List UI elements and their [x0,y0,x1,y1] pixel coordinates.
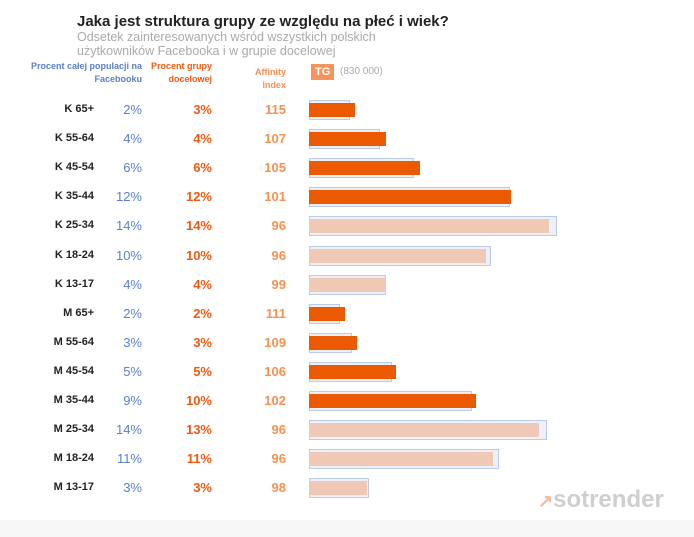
population-value: 6% [123,160,142,176]
category-label: K 18-24 [54,248,94,261]
footer-strip [0,520,694,537]
population-value: 11% [116,451,142,467]
target-value: 5% [193,363,212,379]
affinity-value: 96 [271,247,286,263]
target-value: 6% [193,160,212,176]
chart-row: M 65+ 2% 2% 111 [0,303,694,324]
chart-row: K 18-24 10% 10% 96 [0,245,694,266]
target-value: 14% [185,218,212,234]
affinity-value: 106 [264,363,286,379]
affinity-value: 98 [271,480,286,496]
affinity-value: 96 [271,451,286,467]
target-value: 4% [193,131,212,147]
target-bar [309,335,357,350]
target-bar [309,277,386,292]
affinity-value: 109 [264,334,286,350]
population-value: 4% [123,276,142,292]
target-bar [309,364,396,379]
category-label: K 65+ [64,103,94,115]
population-value: 5% [123,363,142,379]
target-value: 3% [193,102,212,117]
population-value: 10% [115,247,142,263]
chart-row: M 55-64 3% 3% 109 [0,332,694,353]
target-value: 4% [193,276,212,292]
logo-arrow-icon: ↗ [538,491,554,511]
target-value: 13% [185,422,212,438]
target-value: 10% [185,247,212,263]
chart-row: M 18-24 11% 11% 96 [0,449,694,470]
category-label: M 18-24 [53,452,94,465]
target-value: 2% [193,305,212,321]
chart-row: K 45-54 6% 6% 105 [0,158,694,179]
affinity-value: 111 [265,305,286,321]
population-value: 3% [123,480,142,496]
category-label: M 55-64 [53,335,94,348]
category-label: M 13-17 [53,481,94,494]
target-value: 3% [193,334,212,350]
target-value: 12% [185,189,212,205]
chart-subtitle: Odsetek zainteresowanych wśród wszystkic… [77,30,376,58]
affinity-value: 101 [264,189,286,205]
population-value: 3% [123,334,142,350]
category-label: M 45-54 [53,364,94,377]
chart-title: Jaka jest struktura grupy ze względu na … [77,13,449,30]
header-target: Procent grupy docelowej [150,61,212,84]
population-value: 2% [123,305,142,321]
chart-row: K 65+ 2% 3% 115 [0,100,694,120]
target-bar [309,423,539,438]
category-label: M 35-44 [53,394,94,406]
affinity-value: 99 [271,276,286,292]
chart-row: K 25-34 14% 14% 96 [0,216,694,237]
target-bar [309,161,420,176]
target-bar [309,132,386,147]
affinity-value: 105 [264,160,286,176]
header-population: Procent całej populacji na Facebooku [30,61,142,84]
population-value: 14% [115,218,142,234]
category-label: K 55-64 [54,132,94,145]
chart-row: M 13-17 3% 3% 98 [0,478,694,499]
population-value: 9% [123,393,142,408]
tg-size: (830 000) [340,66,383,77]
chart-row: M 45-54 5% 5% 106 [0,361,694,382]
category-label: M 25-34 [53,423,94,436]
target-value: 10% [185,393,212,408]
affinity-value: 96 [271,218,286,234]
affinity-value: 96 [271,422,286,438]
category-label: M 65+ [63,306,94,319]
target-bar [309,190,512,205]
population-value: 12% [115,189,142,205]
category-label: K 25-34 [54,219,94,232]
affinity-value: 115 [265,102,286,117]
chart-row: K 35-44 12% 12% 101 [0,187,694,208]
target-bar [309,248,486,263]
affinity-value: 102 [264,393,286,408]
target-bar [309,452,493,467]
tg-badge: TG [311,64,335,80]
category-label: K 45-54 [54,161,94,174]
chart-row: M 25-34 14% 13% 96 [0,420,694,441]
chart-row: M 35-44 9% 10% 102 [0,391,694,411]
target-bar [309,394,476,408]
target-bar [309,219,549,234]
sotrender-logo: ↗sotrender [538,486,664,513]
population-value: 2% [123,102,142,117]
population-value: 4% [123,131,142,147]
category-label: K 35-44 [54,190,94,203]
target-bar [309,481,367,496]
target-bar [309,103,355,117]
target-value: 11% [186,451,212,467]
target-value: 3% [193,480,212,496]
header-affinity: Affinity Index [255,67,286,90]
target-bar [309,306,345,321]
chart-row: K 13-17 4% 4% 99 [0,274,694,295]
population-value: 14% [115,422,142,438]
category-label: K 13-17 [54,277,94,290]
chart-row: K 55-64 4% 4% 107 [0,129,694,150]
affinity-value: 107 [264,131,286,147]
